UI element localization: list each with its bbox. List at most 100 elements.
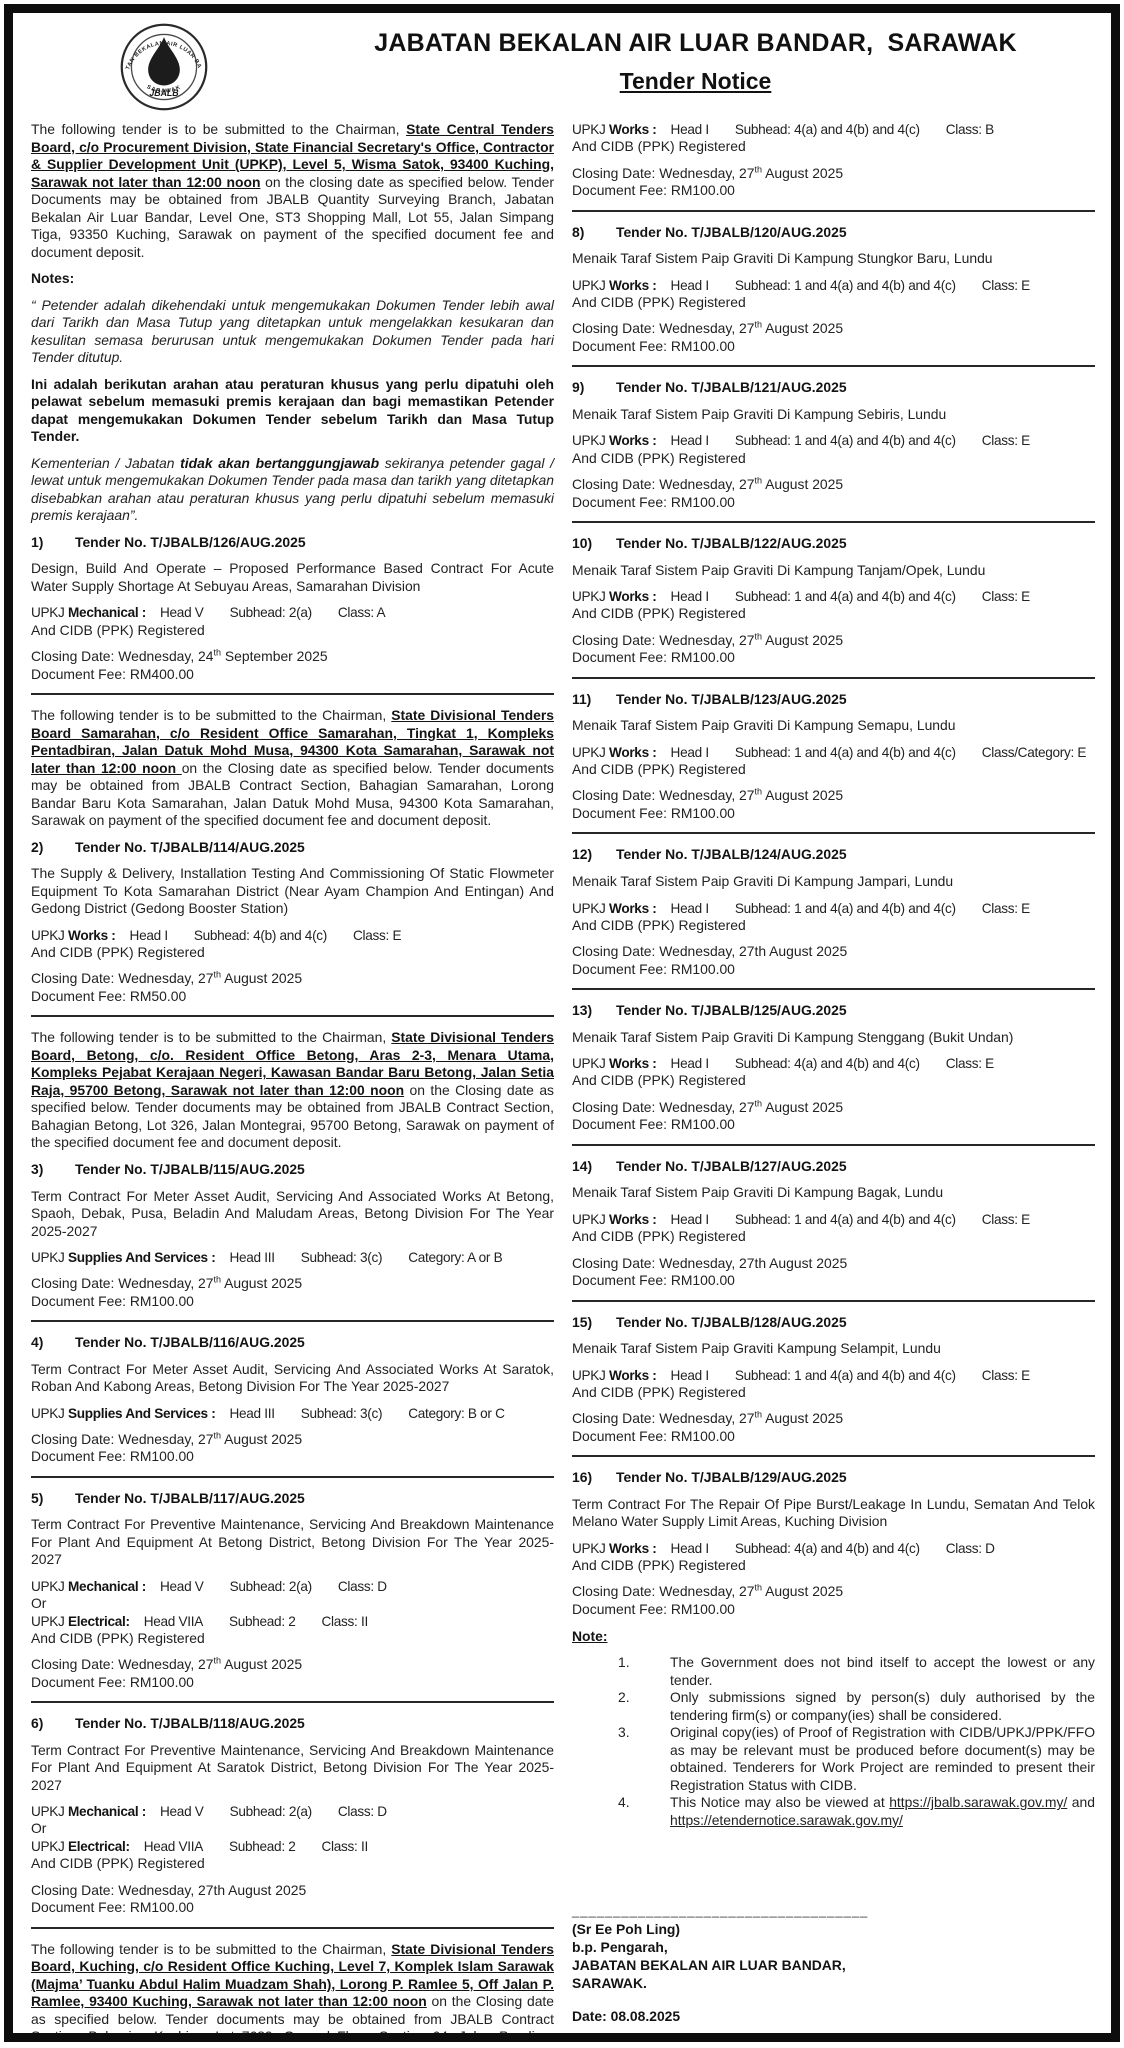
note-item: 1. The Government does not bind itself to… bbox=[572, 1654, 1095, 1689]
jbalb-website-link[interactable]: https://jbalb.sarawak.gov.my/ bbox=[889, 1794, 1068, 1811]
tender-item: 6) Tender No. T/JBALB/118/AUG.2025 Term Co… bbox=[31, 1715, 554, 1916]
closing-date: Closing Date: Wednesday, 27th August 202… bbox=[572, 1098, 844, 1115]
upkj-prefix: UPKJ bbox=[31, 1578, 69, 1594]
text-run: State Divisional Tenders Board Samarahan… bbox=[31, 707, 554, 776]
document-fee: Document Fee: RM100.00 bbox=[572, 337, 735, 354]
text-run: Only submissions signed by person(s) dul… bbox=[670, 1689, 1095, 1723]
tender-number: Tender No. T/JBALB/115/AUG.2025 bbox=[75, 1161, 305, 1177]
upkj-class: Class: II bbox=[321, 1839, 369, 1854]
upkj-line: UPKJ Works : Head I Subhead: 1 and 4(a) an… bbox=[572, 432, 1095, 449]
upkj-category: Works : bbox=[609, 277, 657, 293]
upkj-category: Works : bbox=[609, 1211, 657, 1227]
tender-index: 3) bbox=[31, 1161, 44, 1177]
upkj-head: Head III bbox=[229, 1250, 276, 1266]
closing-date: Closing Date: Wednesday, 27th August 202… bbox=[31, 1655, 303, 1673]
document-fee: Document Fee: RM100.00 bbox=[572, 1601, 735, 1617]
text-run: tidak akan bertanggungjawab bbox=[180, 454, 385, 471]
closing-fee: Closing Date: Wednesday, 27th August 202… bbox=[572, 787, 1095, 822]
text-run: sekiranya petender gagal / lewat untuk m… bbox=[31, 454, 554, 524]
tender-number: Tender No. T/JBALB/116/AUG.2025 bbox=[75, 1334, 305, 1351]
paragraph: Kementerian / Jabatan tidak akan bertang… bbox=[31, 455, 554, 525]
note-text: This Notice may also be viewed at https:… bbox=[670, 1794, 1095, 1829]
paragraph: The following tender is to be submitted … bbox=[31, 121, 554, 261]
ordinal-superscript: th bbox=[213, 969, 221, 980]
tender-item: 4) Tender No. T/JBALB/116/AUG.2025 Term Co… bbox=[31, 1334, 554, 1466]
ordinal-superscript: th bbox=[213, 647, 221, 658]
registration-line: And CIDB (PPK) Registered bbox=[572, 1383, 746, 1400]
ordinal-superscript: th bbox=[213, 1655, 221, 1666]
upkj-prefix: UPKJ bbox=[572, 900, 610, 916]
section-divider bbox=[572, 676, 1095, 679]
registration-line: And CIDB (PPK) Registered bbox=[572, 916, 746, 933]
tender-heading: 5) Tender No. T/JBALB/117/AUG.2025 bbox=[31, 1490, 554, 1508]
upkj-lines: UPKJ Works : Head I Subhead: 1 and 4(a) an… bbox=[572, 588, 1095, 623]
upkj-line: UPKJ Supplies And Services : Head III Subh… bbox=[31, 1405, 554, 1422]
upkj-line: UPKJ Works : Head I Subhead: 1 and 4(a) an… bbox=[572, 744, 1095, 761]
tender-number: Tender No. T/JBALB/120/AUG.2025 bbox=[616, 223, 847, 240]
ordinal-superscript: th bbox=[754, 475, 762, 486]
closing-fee: Closing Date: Wednesday, 27th August 202… bbox=[31, 1431, 554, 1466]
tender-number: Tender No. T/JBALB/126/AUG.2025 bbox=[75, 533, 306, 550]
tender-description: Term Contract For The Repair Of Pipe Bur… bbox=[572, 1495, 1095, 1530]
registration-line: And CIDB (PPK) Registered bbox=[572, 760, 746, 777]
upkj-line: UPKJ Electrical: Head VIIA Subhead: 2 Class… bbox=[31, 1613, 554, 1630]
upkj-class: Class: E bbox=[981, 277, 1031, 293]
upkj-head: Head I bbox=[670, 1540, 710, 1556]
upkj-class: Class: E bbox=[981, 1211, 1031, 1227]
paragraph: Notes: bbox=[31, 270, 554, 288]
svg-text:SARAWAK: SARAWAK bbox=[145, 84, 182, 94]
text-run: State Central Tenders Board, c/o Procure… bbox=[31, 121, 554, 190]
tender-number: Tender No. T/JBALB/118/AUG.2025 bbox=[75, 1715, 305, 1732]
upkj-head: Head V bbox=[160, 1578, 204, 1594]
note-number: 1. bbox=[618, 1654, 630, 1671]
page-title: Tender Notice bbox=[619, 68, 772, 94]
tender-number: Tender No. T/JBALB/117/AUG.2025 bbox=[75, 1489, 305, 1506]
tender-number: Tender No. T/JBALB/121/AUG.2025 bbox=[616, 379, 847, 396]
tender-index: 16) bbox=[572, 1469, 593, 1486]
tender-heading: 2) Tender No. T/JBALB/114/AUG.2025 bbox=[31, 839, 554, 857]
text-run: The following tender is to be submitted … bbox=[31, 1029, 392, 1046]
upkj-class: Class: D bbox=[337, 1804, 387, 1820]
upkj-head: Head III bbox=[229, 1405, 276, 1421]
upkj-class: Class: E bbox=[981, 589, 1031, 605]
upkj-prefix: UPKJ bbox=[31, 1405, 69, 1421]
text-run: The following tender is to be submitted … bbox=[31, 707, 392, 724]
closing-fee: Closing Date: Wednesday, 27th August 202… bbox=[572, 943, 1095, 978]
right-column: UPKJ Works : Head I Subhead: 4(a) and 4(b)… bbox=[572, 121, 1095, 2033]
closing-date: Closing Date: Wednesday, 27th August 202… bbox=[572, 1254, 848, 1271]
ordinal-superscript: th bbox=[754, 1409, 762, 1420]
upkj-subhead: Subhead: 4(a) and 4(b) and 4(c) bbox=[734, 122, 920, 137]
ordinal-superscript: th bbox=[754, 631, 762, 642]
text-run: Original copy(ies) of Proof of Registrat… bbox=[670, 1724, 1095, 1793]
registration-line: And CIDB (PPK) Registered bbox=[31, 1855, 205, 1872]
etender-website-link[interactable]: https://etendernotice.sarawak.gov.my/ bbox=[670, 1811, 903, 1828]
signature-block: ____________________________________ (Sr … bbox=[572, 1903, 1095, 2025]
closing-date: Closing Date: Wednesday, 27th August 202… bbox=[572, 786, 844, 804]
upkj-line: UPKJ Works : Head I Subhead: 4(a) and 4(b)… bbox=[572, 1055, 1095, 1072]
closing-fee: Closing Date: Wednesday, 27th August 202… bbox=[31, 970, 554, 1005]
note-text: Original copy(ies) of Proof of Registrat… bbox=[670, 1724, 1095, 1794]
upkj-prefix: UPKJ bbox=[31, 605, 69, 621]
tender-description: Menaik Taraf Sistem Paip Graviti Di Kamp… bbox=[572, 1028, 1014, 1045]
upkj-prefix: UPKJ bbox=[572, 1540, 610, 1556]
tender-description: Term Contract For Preventive Maintenance… bbox=[31, 1741, 554, 1793]
document-fee: Document Fee: RM50.00 bbox=[31, 987, 187, 1004]
closing-fee: Closing Date: Wednesday, 24th September … bbox=[31, 648, 554, 683]
section-divider bbox=[31, 693, 554, 696]
upkj-head: Head I bbox=[670, 744, 710, 760]
upkj-prefix: UPKJ bbox=[572, 744, 610, 760]
upkj-head: Head I bbox=[670, 589, 710, 605]
tender-item: 13) Tender No. T/JBALB/125/AUG.2025 Menaik… bbox=[572, 1002, 1095, 1134]
text-run: on the closing date as specified below. … bbox=[31, 173, 554, 260]
upkj-lines: UPKJ Mechanical : Head V Subhead: 2(a) Clas… bbox=[31, 1803, 554, 1872]
upkj-line: UPKJ Works : Head I Subhead: 4(a) and 4(b)… bbox=[572, 121, 1095, 138]
tender-number: Tender No. T/JBALB/127/AUG.2025 bbox=[616, 1157, 847, 1174]
upkj-category: Works : bbox=[609, 744, 657, 760]
text-run: on the Closing date as specified below. … bbox=[31, 759, 554, 829]
document-fee: Document Fee: RM400.00 bbox=[31, 665, 194, 682]
upkj-head: Head VIIA bbox=[143, 1839, 204, 1854]
upkj-prefix: UPKJ bbox=[572, 122, 610, 137]
upkj-line: UPKJ Mechanical : Head V Subhead: 2(a) Clas… bbox=[31, 1803, 554, 1820]
text-run: Notes: bbox=[31, 270, 75, 287]
closing-fee: Closing Date: Wednesday, 27th August 202… bbox=[572, 320, 1095, 355]
